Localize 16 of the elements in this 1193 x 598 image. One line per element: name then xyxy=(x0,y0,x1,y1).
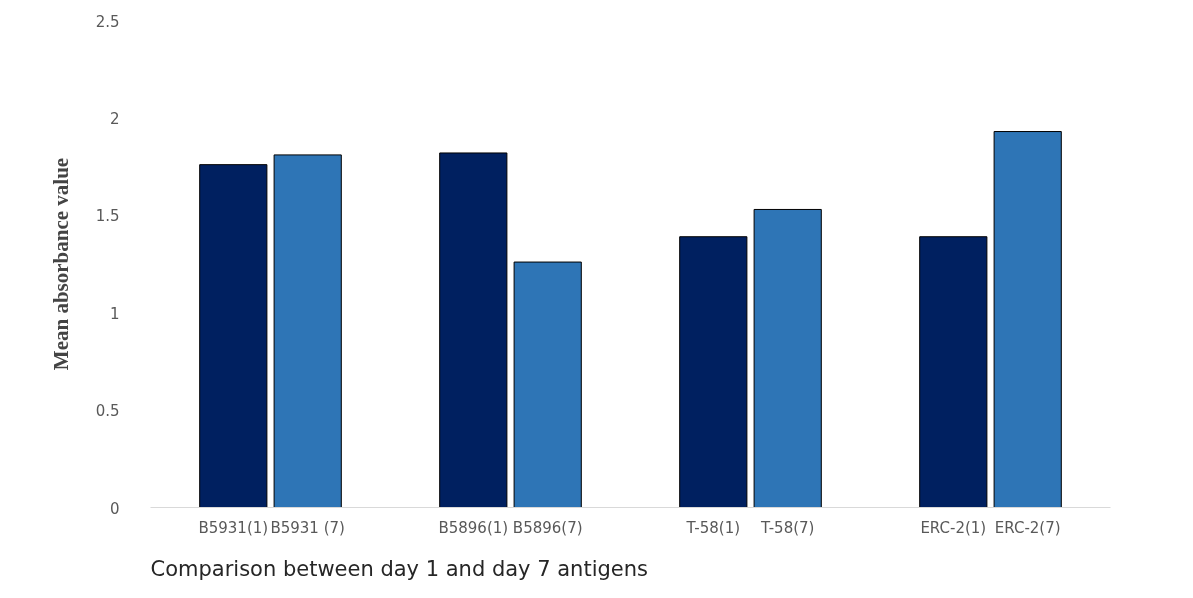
y-tick-label: 2 xyxy=(109,109,120,128)
y-axis-title: Mean absorbance value xyxy=(48,157,73,371)
y-tick-label: 2.5 xyxy=(95,12,120,31)
y-tick-label: 1 xyxy=(109,304,120,323)
x-axis-title: Comparison between day 1 and day 7 antigens xyxy=(150,556,648,581)
y-tick-label: 0.5 xyxy=(95,402,120,421)
x-tick-label: B5931 (7) xyxy=(270,518,345,537)
x-tick-label: T-58(7) xyxy=(759,518,815,537)
x-tick-label: T-58(1) xyxy=(685,518,741,537)
x-tick-label: B5896(7) xyxy=(512,518,583,537)
y-tick-label: 0 xyxy=(109,499,120,518)
x-tick-label: B5931(1) xyxy=(198,518,269,537)
y-tick-label: 1.5 xyxy=(95,207,120,226)
x-tick-label: ERC-2(7) xyxy=(994,518,1061,537)
x-tick-label: B5896(1) xyxy=(438,518,509,537)
x-tick-label: ERC-2(1) xyxy=(920,518,987,537)
